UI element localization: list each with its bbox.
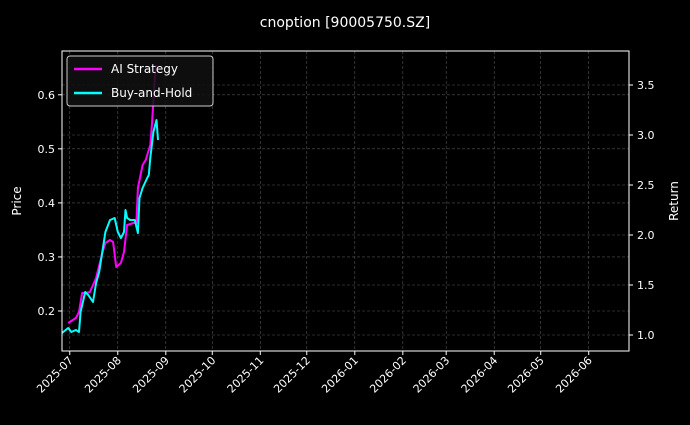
y2-tick-label: 1.5 bbox=[637, 279, 655, 292]
x-tick-label: 2026-05 bbox=[505, 354, 547, 396]
x-tick-label: 2026-01 bbox=[319, 354, 361, 396]
x-tick-label: 2025-09 bbox=[130, 354, 172, 396]
y-axis-label: Price bbox=[10, 186, 24, 215]
y2-tick-label: 1.0 bbox=[637, 329, 655, 342]
y2-axis-label: Return bbox=[667, 181, 681, 221]
x-tick-label: 2025-08 bbox=[82, 354, 124, 396]
series-line-buy-and-hold bbox=[62, 119, 159, 334]
y2-tick-label: 2.0 bbox=[637, 229, 655, 242]
y2-tick-label: 2.5 bbox=[637, 179, 655, 192]
y-tick-label: 0.5 bbox=[38, 143, 56, 156]
plot-frame bbox=[61, 50, 630, 352]
legend-box bbox=[66, 55, 214, 107]
y-tick-label: 0.3 bbox=[38, 251, 56, 264]
legend-label-ai-strategy: AI Strategy bbox=[111, 62, 178, 76]
x-tick-label: 2026-06 bbox=[553, 354, 595, 396]
x-tick-label: 2026-04 bbox=[459, 354, 501, 396]
x-tick-label: 2026-02 bbox=[367, 354, 409, 396]
y-tick-label: 0.6 bbox=[38, 89, 56, 102]
series-lines bbox=[62, 64, 159, 334]
y2-tick-label: 3.5 bbox=[637, 79, 655, 92]
grid bbox=[62, 51, 629, 351]
x-tick-label: 2025-10 bbox=[177, 354, 219, 396]
x-tick-label: 2025-07 bbox=[34, 354, 76, 396]
y2-tick-label: 3.0 bbox=[637, 129, 655, 142]
legend-label-buy-and-hold: Buy-and-Hold bbox=[111, 86, 192, 100]
chart-title: cnoption [90005750.SZ] bbox=[260, 15, 430, 31]
x-tick-label: 2026-03 bbox=[411, 354, 453, 396]
x-tick-label: 2025-11 bbox=[225, 354, 267, 396]
axes: 2025-07 2025-08 2025-09 2025-10 2025-11 2025-… bbox=[34, 79, 654, 396]
legend: AI Strategy Buy-and-Hold bbox=[66, 55, 214, 107]
y-tick-label: 0.2 bbox=[38, 305, 56, 318]
y-tick-label: 0.4 bbox=[38, 197, 56, 210]
x-tick-label: 2025-12 bbox=[271, 354, 313, 396]
